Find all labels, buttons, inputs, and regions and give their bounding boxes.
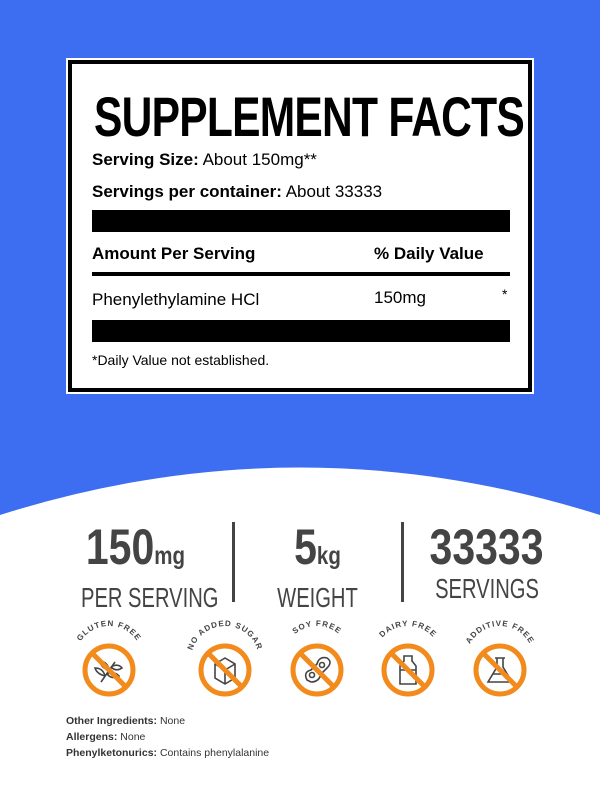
divider xyxy=(232,522,235,602)
thick-rule xyxy=(92,320,510,342)
badge-no-added-sugar: NO ADDED SUGAR xyxy=(183,618,267,702)
badge-additive-free: ADDITIVE FREE xyxy=(458,618,542,702)
footnote: *Daily Value not established. xyxy=(92,352,270,368)
prohibition-icon xyxy=(290,643,344,697)
servings-label: Servings per container: xyxy=(92,182,282,201)
ingredient-dv: * xyxy=(502,286,508,302)
rule xyxy=(92,272,510,276)
dv-header: % Daily Value xyxy=(374,244,484,263)
badge-soy-free: SOY FREE xyxy=(275,618,359,702)
badge-gluten-free: GLUTEN FREE xyxy=(67,618,151,702)
ingredient-name: Phenylethylamine HCl xyxy=(92,290,260,309)
stat-per-serving: 150mg PER SERVING xyxy=(81,519,219,613)
servings-value: About 33333 xyxy=(285,182,383,201)
phenylketonurics: Phenylketonurics: Contains phenylalanine xyxy=(66,747,270,759)
divider xyxy=(401,522,404,602)
badge-text: ADDITIVE FREE xyxy=(464,619,536,645)
stat-servings: 33333 SERVINGS xyxy=(429,519,545,604)
ingredient-amount: 150mg xyxy=(374,288,426,307)
prohibition-icon xyxy=(198,643,252,697)
soybean-icon xyxy=(304,656,331,683)
stat-weight: 5kg WEIGHT xyxy=(277,519,358,613)
prohibition-icon xyxy=(473,643,527,697)
badge-dairy-free: DAIRY FREE xyxy=(366,618,450,702)
prohibition-icon xyxy=(82,643,136,697)
amount-header: Amount Per Serving xyxy=(92,244,256,263)
serving-size-value: About 150mg** xyxy=(202,150,317,169)
supplement-facts-panel: SUPPLEMENT FACTS Serving Size: About 150… xyxy=(68,60,532,392)
allergens: Allergens: None xyxy=(66,731,146,743)
panel-title: SUPPLEMENT FACTS xyxy=(94,85,525,148)
other-ingredients: Other Ingredients: None xyxy=(66,715,186,727)
thick-rule xyxy=(92,210,510,232)
badge-text: SOY FREE xyxy=(291,619,344,636)
serving-size-label: Serving Size: xyxy=(92,150,199,169)
prohibition-icon xyxy=(381,643,435,697)
badge-text: GLUTEN FREE xyxy=(75,619,143,643)
badge-text: DAIRY FREE xyxy=(377,619,438,639)
